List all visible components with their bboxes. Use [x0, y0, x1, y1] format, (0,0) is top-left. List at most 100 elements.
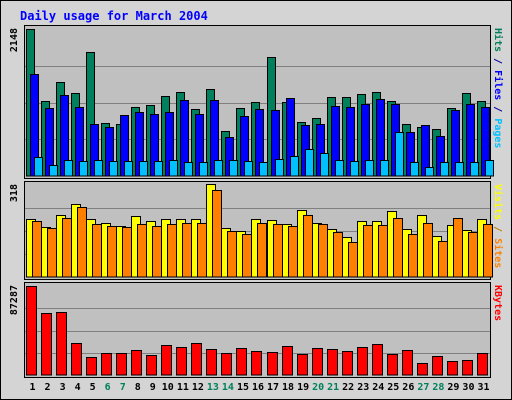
bar-sites-day-10 [167, 224, 177, 278]
series-sites [32, 190, 493, 278]
bar-sites-day-31 [483, 224, 493, 278]
bar-sites-day-26 [408, 234, 418, 278]
bar-pages-day-10 [169, 160, 178, 177]
bar-kbytes-day-25 [387, 354, 398, 376]
x-tick-label: 4 [75, 382, 81, 393]
bar-pages-day-14 [229, 160, 238, 177]
bar-kbytes-day-14 [221, 353, 232, 376]
panel-kbytes-legend: KBytes [492, 285, 503, 321]
bar-pages-day-2 [49, 165, 58, 177]
bar-pages-day-11 [184, 162, 193, 177]
x-tick-label: 13 [207, 382, 219, 393]
x-tick-label: 7 [120, 382, 126, 393]
x-tick-label: 21 [327, 382, 339, 393]
legend-entry: Sites [492, 238, 504, 268]
bar-pages-day-7 [124, 161, 133, 177]
x-tick-label: 5 [90, 382, 96, 393]
bar-pages-day-26 [410, 162, 419, 177]
bar-sites-day-6 [107, 226, 117, 278]
bar-sites-day-24 [378, 225, 388, 278]
bar-kbytes-day-20 [312, 348, 323, 376]
bar-sites-day-22 [348, 242, 358, 278]
x-tick-label: 20 [312, 382, 324, 393]
x-axis-labels: 1 2 3 4 5 6 7 8 9 10 11 12 13 14 15 16 17 18 19 20 21 22 23 24 2… [30, 382, 490, 393]
bar-sites-day-19 [303, 215, 313, 278]
legend-entry: Hits [492, 28, 504, 58]
panel-kbytes-ymax-label: 87287 [9, 285, 20, 315]
legend-entry: Files [492, 70, 504, 106]
legend-entry: / [492, 226, 503, 238]
bar-pages-day-27 [425, 167, 434, 177]
bar-pages-day-12 [199, 162, 208, 177]
panel-hits-ymax-label: 2148 [9, 28, 20, 52]
bar-sites-day-28 [438, 241, 448, 278]
x-tick-label: 31 [477, 382, 489, 393]
bar-pages-day-13 [214, 160, 223, 177]
bar-kbytes-day-24 [372, 344, 383, 376]
x-tick-label: 1 [30, 382, 36, 393]
bar-sites-day-2 [47, 228, 57, 278]
bar-pages-day-30 [470, 162, 479, 177]
bar-sites-day-20 [318, 224, 328, 278]
bar-kbytes-day-16 [251, 351, 262, 376]
bar-pages-day-28 [440, 162, 449, 177]
bar-pages-day-18 [290, 156, 299, 177]
bar-kbytes-day-12 [191, 343, 202, 376]
bar-kbytes-day-19 [297, 354, 308, 376]
bar-kbytes-day-1 [26, 286, 37, 376]
x-tick-label: 24 [372, 382, 384, 393]
x-tick-label: 10 [162, 382, 174, 393]
x-tick-label: 18 [282, 382, 294, 393]
x-tick-label: 3 [60, 382, 66, 393]
x-tick-label: 9 [150, 382, 156, 393]
x-tick-label: 14 [222, 382, 234, 393]
bar-pages-day-25 [395, 132, 404, 177]
bar-sites-day-16 [257, 223, 267, 278]
x-tick-label: 25 [387, 382, 399, 393]
x-tick-label: 26 [402, 382, 414, 393]
bar-sites-day-29 [453, 218, 463, 278]
bar-kbytes-day-23 [357, 347, 368, 376]
x-tick-label: 28 [432, 382, 444, 393]
x-tick-label: 2 [45, 382, 51, 393]
bar-kbytes-day-13 [206, 349, 217, 376]
bar-kbytes-day-3 [56, 312, 67, 376]
x-tick-label: 27 [417, 382, 429, 393]
bar-kbytes-day-5 [86, 357, 97, 376]
bar-kbytes-day-28 [432, 356, 443, 376]
bar-pages-day-22 [350, 161, 359, 177]
bar-kbytes-day-2 [41, 313, 52, 376]
bar-sites-day-18 [288, 226, 298, 278]
x-tick-label: 30 [462, 382, 474, 393]
legend-entry: / [492, 106, 503, 118]
panel-kbytes: 87287 KBytes [9, 282, 503, 378]
bar-pages-day-3 [64, 160, 73, 177]
bar-pages-day-17 [275, 159, 284, 177]
panel-hits: 2148 Hits / Files / Pages [9, 25, 504, 179]
bar-kbytes-day-7 [116, 353, 127, 376]
bar-pages-day-1 [34, 157, 43, 177]
bar-sites-day-4 [77, 207, 87, 278]
bar-pages-day-15 [244, 161, 253, 177]
bar-kbytes-day-10 [161, 345, 172, 376]
bar-pages-day-9 [154, 161, 163, 177]
series-kbytes [26, 286, 488, 376]
bar-sites-day-27 [423, 223, 433, 278]
bar-sites-day-7 [122, 227, 132, 278]
x-tick-label: 22 [342, 382, 354, 393]
bar-kbytes-day-4 [71, 343, 82, 376]
panel-visits: 318 Visits / Sites [9, 181, 504, 280]
bar-pages-day-16 [259, 162, 268, 177]
bar-pages-day-24 [380, 160, 389, 177]
bar-kbytes-day-31 [477, 353, 488, 376]
bar-sites-day-12 [197, 223, 207, 278]
bar-kbytes-day-17 [267, 352, 278, 376]
chart-panels: 2148 Hits / Files / Pages 318 Visits / Sit… [9, 25, 504, 378]
x-tick-label: 8 [135, 382, 141, 393]
bar-sites-day-25 [393, 218, 403, 278]
bar-pages-day-20 [320, 153, 329, 177]
bar-kbytes-day-29 [447, 361, 458, 376]
bar-sites-day-11 [182, 223, 192, 278]
x-tick-label: 29 [447, 382, 459, 393]
